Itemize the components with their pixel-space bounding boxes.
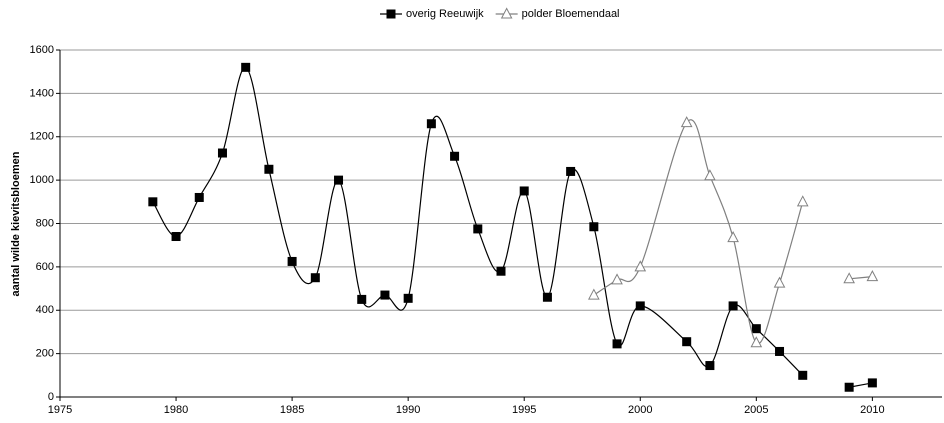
x-tick-label: 1990	[396, 404, 420, 416]
point	[357, 294, 367, 304]
point	[519, 186, 529, 196]
point	[426, 119, 436, 129]
point	[403, 293, 413, 303]
point	[380, 290, 390, 300]
point	[612, 339, 622, 349]
point	[473, 224, 483, 234]
point	[705, 361, 715, 371]
x-tick-label: 1995	[512, 404, 536, 416]
series-line	[152, 66, 873, 388]
point	[171, 232, 181, 242]
y-tick-label: 200	[36, 348, 54, 360]
y-tick-label: 1400	[30, 87, 54, 99]
point	[217, 148, 227, 158]
point	[496, 266, 506, 276]
point	[773, 276, 786, 288]
point	[728, 301, 738, 311]
y-tick-label: 400	[36, 304, 54, 316]
point	[287, 256, 297, 266]
point	[866, 270, 879, 282]
x-tick-label: 2010	[860, 404, 884, 416]
point	[750, 336, 763, 348]
point	[194, 192, 204, 202]
legend-label: polder Bloemendaal	[522, 8, 620, 20]
point	[334, 175, 344, 185]
x-tick-label: 2005	[744, 404, 768, 416]
point	[775, 346, 785, 356]
x-tick-label: 2000	[628, 404, 652, 416]
point	[542, 292, 552, 302]
point	[704, 169, 716, 181]
y-tick-label: 1200	[30, 131, 54, 143]
y-tick-label: 0	[48, 391, 54, 403]
point	[680, 116, 693, 128]
point	[310, 273, 320, 283]
x-tick-label: 1975	[48, 404, 72, 416]
x-tick-label: 1980	[164, 404, 188, 416]
point	[682, 337, 692, 347]
point	[589, 222, 599, 232]
x-tick-label: 1985	[280, 404, 304, 416]
point	[241, 62, 251, 72]
point	[611, 273, 623, 285]
point	[751, 324, 761, 334]
y-tick-label: 1600	[30, 44, 54, 56]
point	[450, 151, 460, 161]
point	[796, 195, 809, 207]
point	[843, 272, 855, 284]
point	[867, 378, 877, 388]
y-tick-label: 800	[36, 217, 54, 229]
legend-marker	[500, 7, 513, 19]
point	[588, 288, 600, 300]
y-tick-label: 1000	[30, 174, 54, 186]
point	[148, 197, 158, 207]
point	[798, 370, 808, 380]
point	[566, 166, 576, 176]
point	[635, 301, 645, 311]
legend-label: overig Reeuwijk	[406, 8, 484, 20]
point	[264, 164, 274, 174]
point	[727, 231, 739, 243]
y-tick-label: 600	[36, 261, 54, 273]
point	[844, 382, 854, 392]
legend-marker	[386, 9, 396, 19]
y-axis-label: aantal wilde kievitsbloemen	[10, 151, 22, 296]
point	[634, 260, 647, 272]
